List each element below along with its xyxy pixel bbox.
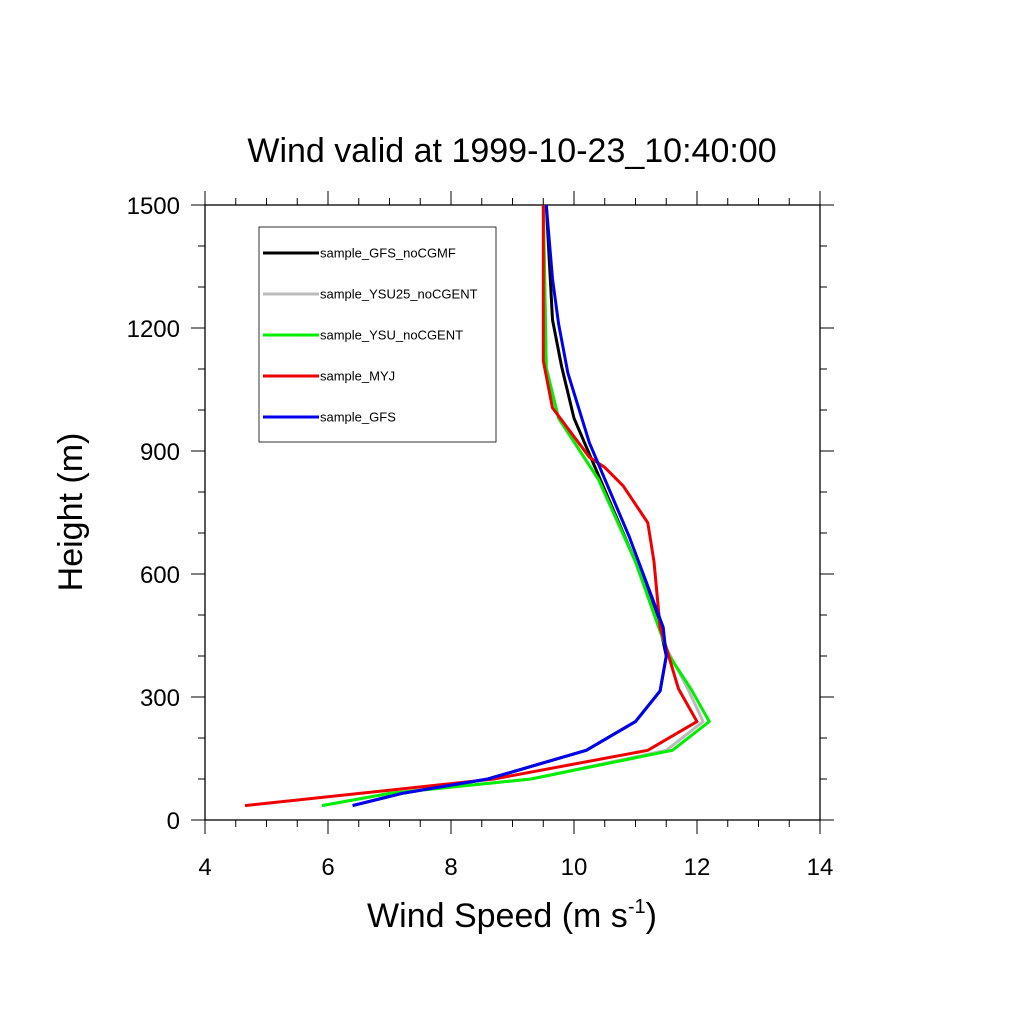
x-tick-label: 6 [321, 854, 334, 881]
y-tick-label: 300 [140, 685, 180, 712]
series-line-sample_MYJ [244, 205, 699, 808]
x-tick-label: 10 [561, 854, 588, 881]
x-axis-label: Wind Speed (m s-1) [367, 896, 657, 935]
x-tick-label: 4 [198, 854, 211, 881]
x-tick-label: 12 [684, 854, 711, 881]
legend-label: sample_YSU_noCGENT [320, 328, 463, 343]
legend-label: sample_GFS_noCGMF [320, 246, 456, 261]
x-axis-label-end: ) [646, 897, 657, 935]
x-tick-label: 8 [444, 854, 457, 881]
y-axis-label: Height (m) [52, 433, 90, 592]
series-line-sample_GFS [352, 204, 668, 808]
x-axis-label-main: Wind Speed (m s [367, 897, 628, 935]
y-tick-label: 1500 [127, 193, 180, 220]
series-lines [244, 204, 711, 808]
x-tick-label: 14 [807, 854, 834, 881]
axis-ticks: 4 6 8 10 12 14 0 300 600 900 1200 1500 [127, 191, 834, 881]
y-tick-label: 900 [140, 439, 180, 466]
legend-label: sample_MYJ [320, 369, 395, 384]
y-tick-label: 1200 [127, 316, 180, 343]
legend: sample_GFS_noCGMF sample_YSU25_noCGENTsam… [258, 226, 497, 443]
chart-title: Wind valid at 1999-10-23_10:40:00 [247, 132, 776, 170]
legend-label: sample_YSU25_noCGENT [320, 287, 478, 302]
y-tick-label: 0 [167, 808, 180, 835]
legend-label: sample_GFS [320, 410, 396, 425]
x-axis-label-superscript: -1 [628, 896, 646, 918]
y-tick-label: 600 [140, 562, 180, 589]
